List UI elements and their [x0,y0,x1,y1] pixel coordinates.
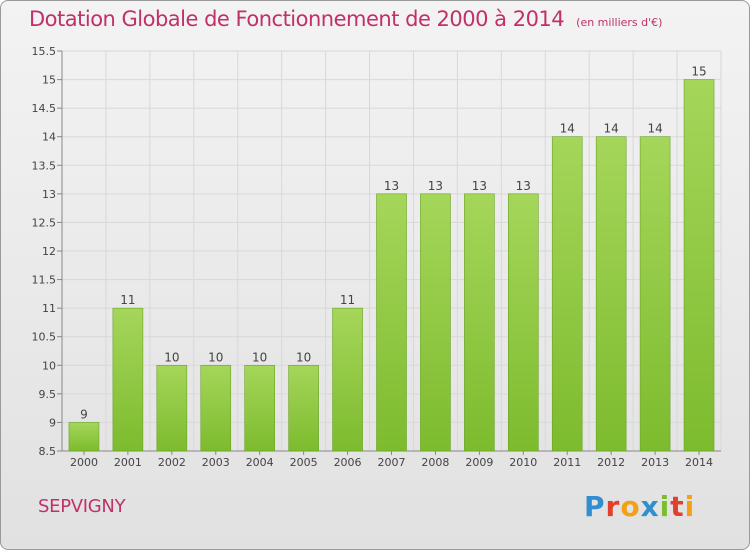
bar [420,193,451,452]
x-tick-label: 2005 [290,456,318,469]
y-tick-label: 14.5 [32,102,57,115]
x-tick-label: 2010 [509,456,537,469]
x-tick-label: 2000 [70,456,98,469]
logo-letter: t [670,490,685,523]
title-row: Dotation Globale de Fonctionnement de 20… [29,7,662,31]
bar [288,364,319,452]
x-tick-label: 2002 [158,456,186,469]
bar [156,364,188,452]
bar [112,307,144,452]
data-label: 11 [340,293,355,307]
data-label: 10 [164,350,179,364]
x-tick-label: 2004 [246,456,274,469]
logo-letter: P [584,490,606,523]
y-tick-label: 15.5 [32,45,57,58]
data-label: 13 [516,179,531,193]
proxiti-logo[interactable]: Proxiti [584,490,695,523]
bars [68,79,715,452]
bar [376,193,407,452]
chart-subtitle: (en milliers d'€) [576,16,663,29]
y-tick-label: 9.5 [39,388,57,401]
logo-letter: o [620,490,641,523]
y-tick-label: 8.5 [39,445,57,458]
x-tick-label: 2003 [202,456,230,469]
data-labels: 9 11 10 10 10 10 11 13 13 13 13 14 14 14 15 [80,65,707,422]
axes: 8.5 9 9.5 10 10.5 11 11.5 12 12.5 13 13.5 14 14.5 15 1… [32,45,721,469]
bar [683,79,715,452]
logo-letter: x [640,490,660,523]
x-tick-label: 2006 [334,456,362,469]
y-tick-label: 14 [42,131,56,144]
data-label: 9 [80,407,88,421]
y-tick-label: 10.5 [32,331,57,344]
y-tick-label: 12.5 [32,216,57,229]
data-label: 13 [472,179,487,193]
data-label: 15 [691,65,706,79]
data-label: 14 [604,122,619,136]
y-tick-label: 13 [42,188,56,201]
logo-letter: i [659,490,671,523]
bar [639,136,671,452]
y-tick-label: 9 [49,416,56,429]
bar [551,136,583,452]
data-label: 10 [252,350,267,364]
y-tick-label: 11 [42,302,56,315]
y-tick-label: 12 [42,245,56,258]
commune-name: SEPVIGNY [38,496,126,517]
x-tick-label: 2011 [553,456,581,469]
bar [200,364,232,452]
x-tick-label: 2008 [421,456,449,469]
logo-letter: i [684,490,696,523]
data-label: 11 [120,293,135,307]
y-tick-label: 15 [42,74,56,87]
data-label: 10 [296,350,311,364]
bar [68,422,100,452]
bar [244,364,275,452]
bar [595,136,627,452]
data-label: 10 [208,350,223,364]
x-tick-label: 2007 [378,456,406,469]
data-label: 14 [647,122,662,136]
logo-letter: r [605,490,621,523]
bar [464,193,495,452]
x-tick-label: 2013 [641,456,669,469]
x-tick-label: 2012 [597,456,625,469]
y-tick-label: 10 [42,359,56,372]
bar [507,193,539,452]
y-tick-label: 11.5 [32,274,57,287]
y-tick-label: 13.5 [32,159,57,172]
x-tick-label: 2014 [685,456,713,469]
data-label: 14 [560,122,575,136]
bar [332,307,363,452]
x-tick-label: 2001 [114,456,142,469]
data-label: 13 [428,179,443,193]
x-tick-label: 2009 [465,456,493,469]
data-label: 13 [384,179,399,193]
chart-title: Dotation Globale de Fonctionnement de 20… [29,7,565,31]
